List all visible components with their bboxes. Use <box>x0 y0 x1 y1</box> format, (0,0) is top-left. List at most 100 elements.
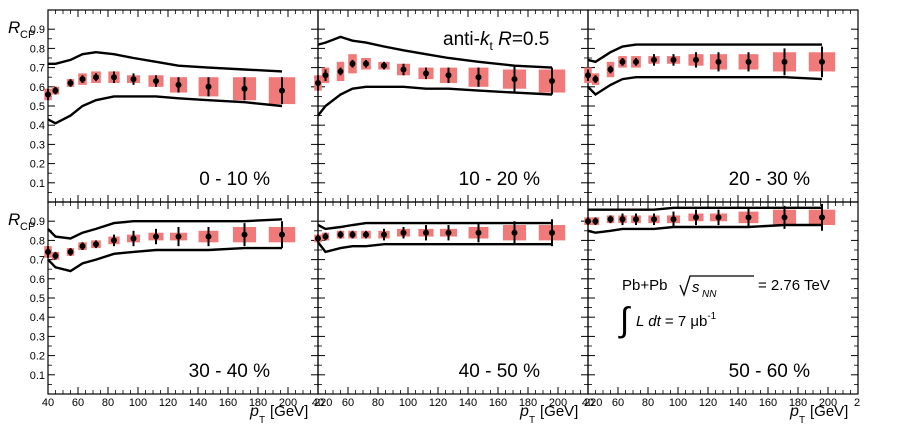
data-point <box>130 76 137 83</box>
panel-3: 20 - 30 % <box>584 9 859 203</box>
ylabel-top-sub: CP <box>20 29 35 41</box>
data-point <box>349 60 356 67</box>
svg-text:T: T <box>259 415 265 426</box>
x-tick-label-edge: 220 <box>314 397 332 409</box>
ylabel-top: R <box>8 18 20 37</box>
x-tick-label: 140 <box>459 397 477 409</box>
x-tick-label: 100 <box>669 397 687 409</box>
data-point <box>549 78 555 85</box>
svg-text:T: T <box>529 415 535 426</box>
svg-text:Pb+Pb: Pb+Pb <box>622 277 667 294</box>
band-lower-line <box>317 241 552 254</box>
data-point <box>670 216 677 223</box>
data-point <box>45 91 51 98</box>
y-tick-label: 0.3 <box>30 139 45 151</box>
x-tick-label: 60 <box>612 397 624 409</box>
data-point <box>693 56 699 63</box>
panels: 0.1 0.2 0.3 0.4 0.5 0.6 0.7 0.8 0.9 0 - 10 % 10 - … <box>30 9 860 409</box>
ylabel-bottom: R <box>8 210 20 229</box>
data-point <box>819 58 825 65</box>
x-tick-label: 60 <box>72 397 84 409</box>
x-tick-label: 120 <box>699 397 717 409</box>
svg-text:anti-kt R=0.5: anti-kt R=0.5 <box>443 29 549 53</box>
data-point <box>400 66 407 73</box>
data-point <box>363 60 369 67</box>
data-point <box>279 231 285 238</box>
y-tick-label: 0.4 <box>30 120 45 132</box>
x-tick-label: 40 <box>312 397 324 409</box>
data-point <box>619 216 626 223</box>
x-tick-label: 200 <box>819 397 837 409</box>
x-tick-label: 40 <box>42 397 54 409</box>
x-tick-label: 80 <box>642 397 654 409</box>
data-point <box>585 218 591 225</box>
data-point <box>423 229 429 236</box>
panel-frame <box>587 201 859 395</box>
band-lower-line <box>47 95 283 125</box>
svg-text:[GeV]: [GeV] <box>270 403 308 420</box>
data-point <box>381 62 387 69</box>
x-tick-label: 80 <box>102 397 114 409</box>
data-point <box>111 237 117 244</box>
data-point <box>475 74 482 81</box>
y-tick-label: 0.6 <box>30 82 45 94</box>
data-point <box>349 231 356 238</box>
centrality-label: 10 - 20 % <box>459 169 540 190</box>
y-tick-label: 0.2 <box>30 351 45 363</box>
data-point <box>315 235 321 242</box>
data-point <box>715 214 722 221</box>
x-tick-label: 200 <box>549 397 567 409</box>
data-point <box>153 78 159 85</box>
data-point <box>445 72 452 79</box>
data-point <box>241 85 248 92</box>
data-point <box>52 252 59 259</box>
svg-text:L dt = 7 μb-1: L dt = 7 μb-1 <box>636 311 717 330</box>
x-tick-label: 180 <box>249 397 267 409</box>
data-point <box>400 229 407 236</box>
panel-1: 0.1 0.2 0.3 0.4 0.5 0.6 0.7 0.8 0.9 0 - 10 % <box>30 9 319 203</box>
band-upper-line <box>317 35 553 69</box>
data-point <box>93 74 99 81</box>
data-point <box>130 235 137 242</box>
y-tick-label: 0.1 <box>30 370 45 382</box>
data-point <box>52 87 59 94</box>
data-point <box>279 87 285 94</box>
data-point <box>592 76 599 83</box>
data-point <box>592 218 599 225</box>
x-tick-label: 200 <box>279 397 297 409</box>
panel-frame <box>587 9 859 203</box>
data-point <box>585 72 591 79</box>
data-point <box>79 243 86 250</box>
data-point <box>651 216 657 223</box>
y-tick-label: 0.8 <box>30 235 45 247</box>
band-lower-line <box>587 76 823 97</box>
centrality-label: 0 - 10 % <box>199 169 270 190</box>
data-point <box>633 58 639 65</box>
centrality-label: 30 - 40 % <box>189 361 270 382</box>
jet-algorithm-annotation: anti-kt R=0.5 <box>443 29 549 53</box>
x-tick-label: 40 <box>582 397 594 409</box>
band-lower-line <box>317 85 553 117</box>
centrality-label: 20 - 30 % <box>729 169 810 190</box>
data-point <box>819 214 825 221</box>
data-point <box>337 231 344 238</box>
x-tick-label: 140 <box>189 397 207 409</box>
x-tick-label-edge: 220 <box>584 397 602 409</box>
x-tick-label: 100 <box>399 397 417 409</box>
x-tick-label: 160 <box>489 397 507 409</box>
svg-text:[GeV]: [GeV] <box>810 403 848 420</box>
data-point <box>45 248 51 255</box>
x-tick-label-edge: 2 <box>854 397 860 409</box>
data-point <box>781 214 788 221</box>
svg-text:[GeV]: [GeV] <box>540 403 578 420</box>
data-point <box>67 248 74 255</box>
y-tick-label: 0.9 <box>30 24 45 36</box>
x-tick-label: 140 <box>729 397 747 409</box>
data-point <box>322 233 329 240</box>
svg-text:p: p <box>789 403 799 420</box>
x-tick-label: 160 <box>759 397 777 409</box>
data-point <box>715 58 722 65</box>
band-lower-line <box>587 223 822 234</box>
collision-annotation: Pb+Pb s NN = 2.76 TeV ∫ L dt = 7 μb-1 <box>618 275 830 339</box>
